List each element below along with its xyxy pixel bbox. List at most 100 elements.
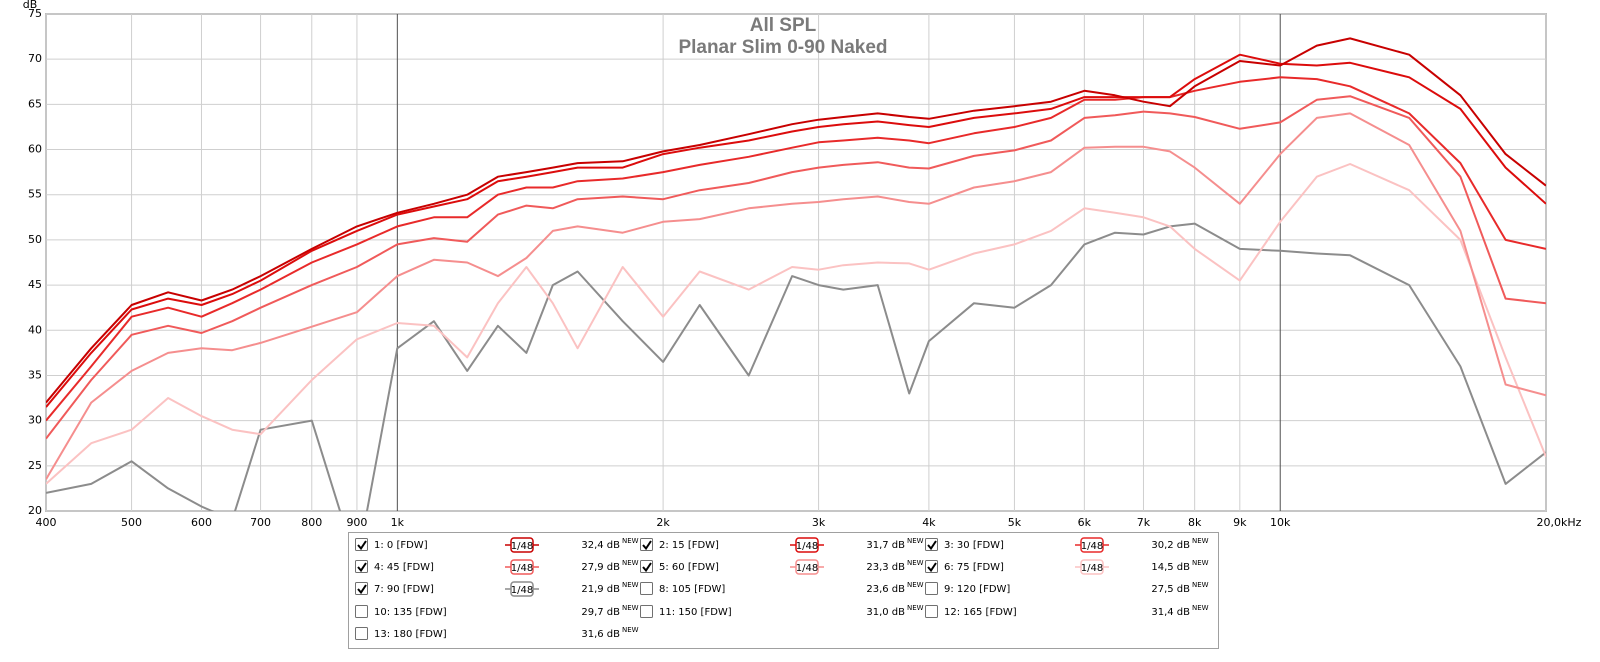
legend-level: 31,4 dB bbox=[1151, 607, 1190, 618]
y-tick-label: 35 bbox=[28, 368, 42, 381]
legend-label[interactable]: 8: 105 [FDW] bbox=[659, 584, 725, 595]
series-line bbox=[46, 222, 1546, 511]
checkbox[interactable] bbox=[640, 582, 653, 595]
legend-badge: NEW bbox=[907, 537, 924, 545]
checkbox[interactable] bbox=[925, 582, 938, 595]
legend-label[interactable]: 2: 15 [FDW] bbox=[659, 540, 719, 551]
legend-level: 30,2 dB bbox=[1151, 540, 1190, 551]
smoothing-label[interactable]: 1/48 bbox=[796, 541, 818, 552]
x-tick-label: 6k bbox=[1078, 516, 1092, 529]
x-tick-label: 4k bbox=[922, 516, 936, 529]
legend-entry[interactable]: 3: 30 [FDW] 1/48 30,2 dB NEW bbox=[925, 537, 1209, 553]
checkbox[interactable] bbox=[355, 627, 368, 640]
smoothing-box[interactable] bbox=[795, 559, 819, 575]
y-tick-label: 75 bbox=[28, 7, 42, 20]
legend-entry[interactable]: 1: 0 [FDW] 1/48 32,4 dB NEW bbox=[355, 537, 639, 553]
smoothing-label[interactable]: 1/48 bbox=[511, 585, 533, 596]
y-tick-label: 20 bbox=[28, 504, 42, 517]
y-tick-label: 55 bbox=[28, 188, 42, 201]
legend-label[interactable]: 3: 30 [FDW] bbox=[944, 540, 1004, 551]
x-tick-label: 600 bbox=[191, 516, 212, 529]
legend-badge: NEW bbox=[1192, 559, 1209, 567]
legend-label[interactable]: 7: 90 [FDW] bbox=[374, 584, 434, 595]
legend-entry[interactable]: 5: 60 [FDW] 1/48 23,3 dB NEW bbox=[640, 559, 924, 575]
legend-label[interactable]: 5: 60 [FDW] bbox=[659, 562, 719, 573]
checkmark bbox=[927, 540, 937, 551]
legend-entry[interactable]: 10: 135 [FDW] 29,7 dB NEW bbox=[355, 604, 639, 618]
legend-entry[interactable]: 7: 90 [FDW] 1/48 21,9 dB NEW bbox=[355, 581, 639, 597]
legend-label[interactable]: 6: 75 [FDW] bbox=[944, 562, 1004, 573]
plot-area bbox=[45, 13, 1547, 512]
legend-entry[interactable]: 11: 150 [FDW] 31,0 dB NEW bbox=[640, 604, 924, 618]
smoothing-box[interactable] bbox=[510, 581, 534, 597]
smoothing-label[interactable]: 1/48 bbox=[1081, 563, 1103, 574]
smoothing-box[interactable] bbox=[1080, 537, 1104, 553]
smoothing-box[interactable] bbox=[510, 537, 534, 553]
x-tick-label: 7k bbox=[1137, 516, 1151, 529]
grid bbox=[45, 13, 1547, 512]
x-tick-label: 5k bbox=[1008, 516, 1022, 529]
legend-entry[interactable]: 9: 120 [FDW] 27,5 dB NEW bbox=[925, 581, 1209, 595]
chart-title: All SPL bbox=[750, 15, 817, 36]
legend-label[interactable]: 9: 120 [FDW] bbox=[944, 584, 1010, 595]
series-line bbox=[46, 163, 1546, 485]
smoothing-label[interactable]: 1/48 bbox=[796, 563, 818, 574]
legend-label[interactable]: 11: 150 [FDW] bbox=[659, 607, 732, 618]
legend-badge: NEW bbox=[907, 604, 924, 612]
y-tick-label: 45 bbox=[28, 278, 42, 291]
y-tick-label: 30 bbox=[28, 414, 42, 427]
legend-level: 31,6 dB bbox=[581, 629, 620, 640]
x-tick-label: 900 bbox=[346, 516, 367, 529]
legend-level: 31,7 dB bbox=[866, 540, 905, 551]
legend-entry[interactable]: 4: 45 [FDW] 1/48 27,9 dB NEW bbox=[355, 559, 639, 575]
legend-badge: NEW bbox=[622, 604, 639, 612]
legend-label[interactable]: 4: 45 [FDW] bbox=[374, 562, 434, 573]
legend-badge: NEW bbox=[907, 581, 924, 589]
legend-entry[interactable]: 13: 180 [FDW] 31,6 dB NEW bbox=[355, 626, 639, 640]
smoothing-label[interactable]: 1/48 bbox=[511, 563, 533, 574]
legend-badge: NEW bbox=[1192, 604, 1209, 612]
x-tick-label: 10k bbox=[1270, 516, 1291, 529]
checkbox[interactable] bbox=[640, 605, 653, 618]
legend: 1: 0 [FDW] 1/48 32,4 dB NEW 2: 15 [FDW] 1/48 3… bbox=[355, 537, 1209, 640]
y-tick-label: 40 bbox=[28, 323, 42, 336]
smoothing-box[interactable] bbox=[795, 537, 819, 553]
checkmark bbox=[357, 584, 367, 595]
y-tick-label: 70 bbox=[28, 52, 42, 65]
series-line bbox=[46, 76, 1546, 422]
chart-subtitle: Planar Slim 0-90 Naked bbox=[678, 37, 887, 58]
y-axis-label: dB bbox=[23, 0, 38, 11]
legend-badge: NEW bbox=[1192, 537, 1209, 545]
legend-label[interactable]: 10: 135 [FDW] bbox=[374, 607, 447, 618]
legend-badge: NEW bbox=[622, 626, 639, 634]
legend-label[interactable]: 12: 165 [FDW] bbox=[944, 607, 1017, 618]
smoothing-box[interactable] bbox=[510, 559, 534, 575]
legend-label[interactable]: 13: 180 [FDW] bbox=[374, 629, 447, 640]
checkmark bbox=[357, 540, 367, 551]
legend-level: 23,3 dB bbox=[866, 562, 905, 573]
legend-level: 32,4 dB bbox=[581, 540, 620, 551]
legend-label[interactable]: 1: 0 [FDW] bbox=[374, 540, 428, 551]
checkmark bbox=[927, 562, 937, 573]
smoothing-box[interactable] bbox=[1080, 559, 1104, 575]
legend-level: 21,9 dB bbox=[581, 584, 620, 595]
x-tick-label: 9k bbox=[1233, 516, 1247, 529]
checkbox[interactable] bbox=[355, 605, 368, 618]
legend-entry[interactable]: 8: 105 [FDW] 23,6 dB NEW bbox=[640, 581, 924, 595]
x-tick-label: 20,0kHz bbox=[1537, 516, 1582, 529]
series-line bbox=[46, 112, 1546, 480]
smoothing-label[interactable]: 1/48 bbox=[1081, 541, 1103, 552]
y-tick-label: 60 bbox=[28, 143, 42, 156]
legend-badge: NEW bbox=[622, 581, 639, 589]
legend-level: 31,0 dB bbox=[866, 607, 905, 618]
legend-entry[interactable]: 12: 165 [FDW] 31,4 dB NEW bbox=[925, 604, 1209, 618]
legend-entry[interactable]: 2: 15 [FDW] 1/48 31,7 dB NEW bbox=[640, 537, 924, 553]
legend-level: 27,5 dB bbox=[1151, 584, 1190, 595]
y-tick-label: 25 bbox=[28, 459, 42, 472]
checkbox[interactable] bbox=[925, 605, 938, 618]
legend-entry[interactable]: 6: 75 [FDW] 1/48 14,5 dB NEW bbox=[925, 559, 1209, 575]
legend-badge: NEW bbox=[907, 559, 924, 567]
smoothing-label[interactable]: 1/48 bbox=[511, 541, 533, 552]
